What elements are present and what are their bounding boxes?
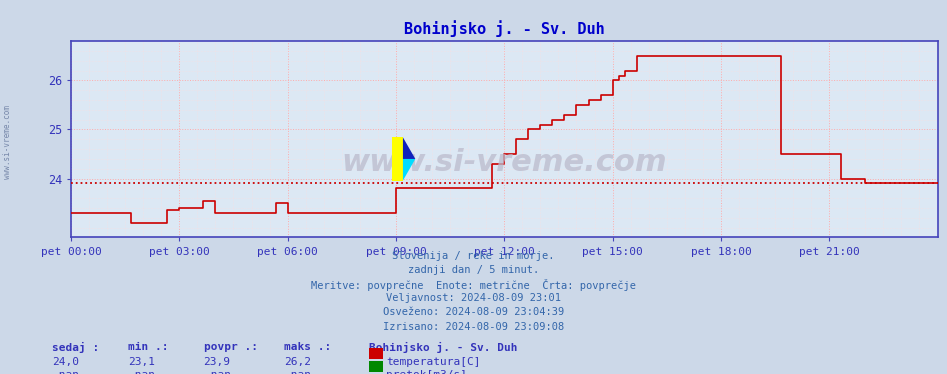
Text: -nan: -nan <box>128 370 155 374</box>
Text: 24,0: 24,0 <box>52 357 80 367</box>
Text: Bohinjsko j. - Sv. Duh: Bohinjsko j. - Sv. Duh <box>369 342 518 353</box>
Text: 23,1: 23,1 <box>128 357 155 367</box>
Text: Meritve: povprečne  Enote: metrične  Črta: povprečje: Meritve: povprečne Enote: metrične Črta:… <box>311 279 636 291</box>
Text: temperatura[C]: temperatura[C] <box>386 357 481 367</box>
Bar <box>392 137 402 181</box>
Title: Bohinjsko j. - Sv. Duh: Bohinjsko j. - Sv. Duh <box>404 20 604 37</box>
Text: Veljavnost: 2024-08-09 23:01: Veljavnost: 2024-08-09 23:01 <box>386 293 561 303</box>
Text: Slovenija / reke in morje.: Slovenija / reke in morje. <box>392 251 555 261</box>
Text: min .:: min .: <box>128 342 169 352</box>
Text: 23,9: 23,9 <box>204 357 231 367</box>
Text: -nan: -nan <box>52 370 80 374</box>
Polygon shape <box>402 137 416 159</box>
Text: zadnji dan / 5 minut.: zadnji dan / 5 minut. <box>408 265 539 275</box>
Text: pretok[m3/s]: pretok[m3/s] <box>386 370 468 374</box>
Text: -nan: -nan <box>204 370 231 374</box>
Text: www.si-vreme.com: www.si-vreme.com <box>342 148 667 177</box>
Text: sedaj :: sedaj : <box>52 342 99 353</box>
Text: -nan: -nan <box>284 370 312 374</box>
Text: 26,2: 26,2 <box>284 357 312 367</box>
Text: Osveženo: 2024-08-09 23:04:39: Osveženo: 2024-08-09 23:04:39 <box>383 307 564 318</box>
Polygon shape <box>402 159 416 181</box>
Text: maks .:: maks .: <box>284 342 331 352</box>
Text: Izrisano: 2024-08-09 23:09:08: Izrisano: 2024-08-09 23:09:08 <box>383 322 564 332</box>
Text: povpr .:: povpr .: <box>204 342 258 352</box>
Text: www.si-vreme.com: www.si-vreme.com <box>3 105 12 179</box>
